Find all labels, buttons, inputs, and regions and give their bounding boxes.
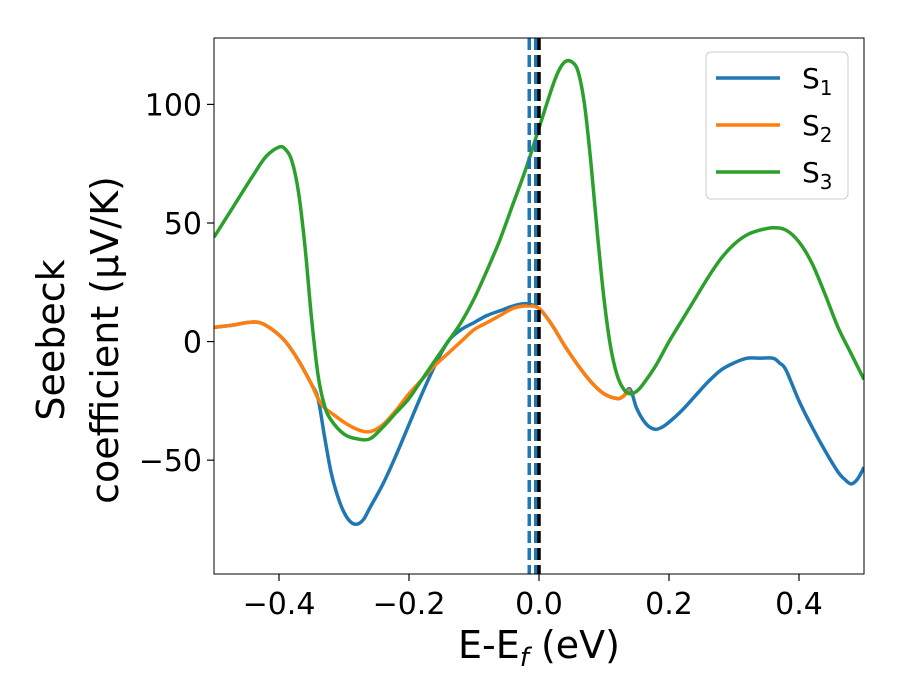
- legend: S1 S2 S3: [705, 51, 849, 200]
- x-tick-label: −0.2: [373, 587, 446, 622]
- x-tick-label: −0.4: [243, 587, 316, 622]
- legend-label-s3: S3: [802, 156, 833, 194]
- legend-label-s1: S1: [802, 62, 833, 100]
- x-tick-label: 0.2: [645, 587, 693, 622]
- x-axis-label-main: E-E: [458, 623, 520, 667]
- x-tick-label: 0.0: [515, 587, 563, 622]
- x-ticks: −0.4 −0.2 0.0 0.2 0.4: [243, 574, 823, 622]
- y-axis-label-line1: Seebeck: [29, 259, 73, 420]
- vertical-line-layer: [527, 38, 541, 574]
- series-layer: [214, 58, 864, 527]
- y-tick-label: 50: [164, 207, 202, 242]
- legend-label-s2: S2: [802, 109, 833, 147]
- y-axis-label-line2: coefficient (μV/K): [83, 176, 127, 504]
- series-line-s2: [214, 304, 632, 434]
- y-tick-label: −50: [139, 444, 202, 479]
- series-line-s3: [214, 58, 864, 442]
- y-tick-label: 0: [183, 326, 202, 361]
- y-tick-label: 100: [145, 88, 202, 123]
- x-axis-label-suffix: (eV): [529, 623, 620, 667]
- x-axis-label: E-Ef (eV): [458, 623, 620, 673]
- y-ticks: −50 0 50 100: [139, 88, 214, 479]
- x-tick-label: 0.4: [775, 587, 823, 622]
- y-axis-label: Seebeck coefficient (μV/K): [29, 176, 127, 504]
